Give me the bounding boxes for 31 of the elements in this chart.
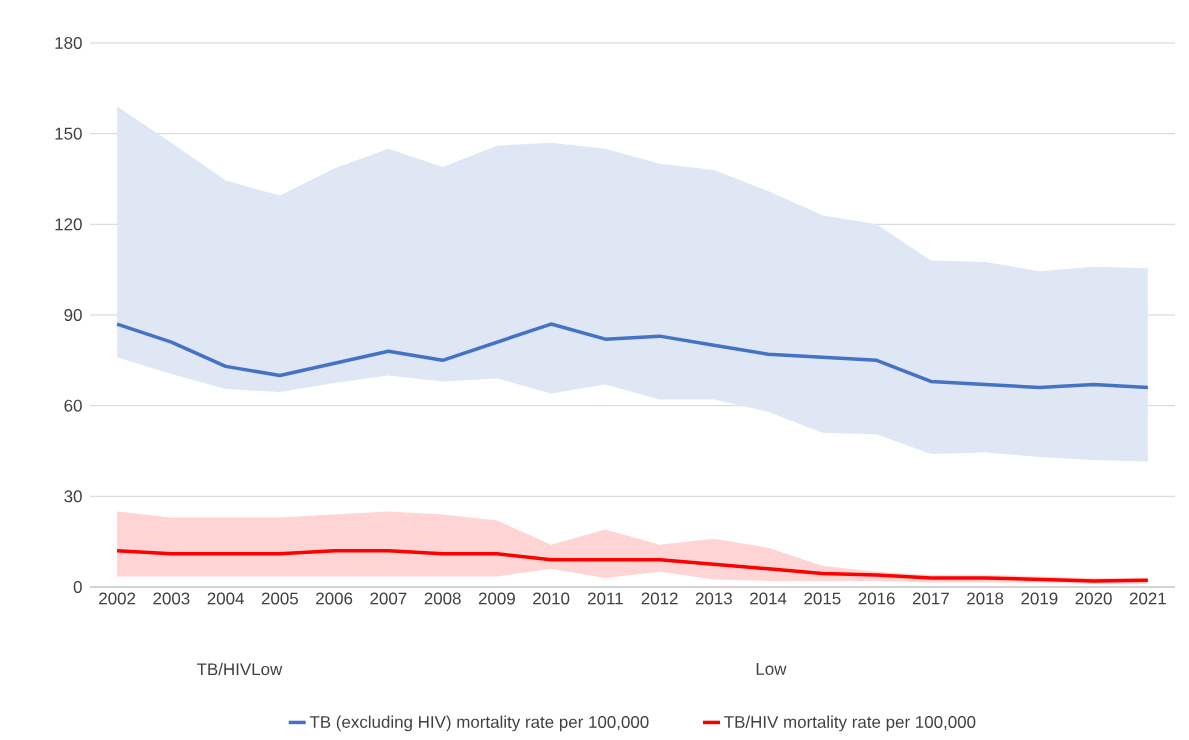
x-tick-label: 2010 [533,592,570,605]
x-tick-label: 2007 [370,592,407,605]
x-tick-label: 2009 [478,592,515,605]
x-tick-label: 2021 [1129,592,1166,605]
x-tick-label: 2020 [1075,592,1112,605]
x-tick-label: 2012 [641,592,678,605]
x-tick-label: 2008 [424,592,461,605]
text: TB/HIVLow [196,662,283,676]
y-tick-label: 0 [73,580,82,593]
x-tick-label: 2003 [153,592,190,605]
x-tick-label: 2019 [1021,592,1058,605]
y-tick-label: 180 [55,36,82,49]
x-tick-label: 2014 [750,592,787,605]
x-tick-label: 2004 [207,592,244,605]
y-tick-label: 30 [64,490,82,503]
x-tick-label: 2013 [695,592,732,605]
legend-label: TB (excluding HIV) mortality rate per 100,000 [309,715,649,732]
x-tick-label: 2006 [316,592,353,605]
x-tick-label: 2015 [804,592,841,605]
x-tick-label: 2016 [858,592,895,605]
text: Low [756,663,787,675]
x-tick-label: 2002 [99,592,136,605]
y-tick-label: 120 [55,218,82,231]
legend-label: TB/HIV mortality rate per 100,000 [724,715,976,732]
x-tick-label: 2017 [912,592,949,605]
x-tick-label: 2005 [261,592,298,605]
y-tick-label: 150 [55,127,82,140]
x-tick-label: 2011 [588,592,623,605]
y-tick-label: 90 [64,308,82,321]
y-tick-label: 60 [64,399,82,412]
x-tick-label: 2018 [967,592,1004,605]
